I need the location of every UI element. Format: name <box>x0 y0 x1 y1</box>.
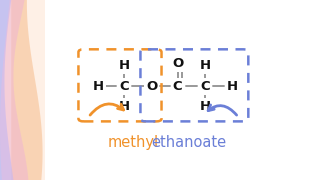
Text: H: H <box>119 59 130 73</box>
PathPatch shape <box>0 0 10 180</box>
Text: H: H <box>119 59 130 73</box>
Text: O: O <box>146 80 157 93</box>
Text: H: H <box>199 59 211 73</box>
Text: H: H <box>199 100 211 113</box>
Text: O: O <box>172 57 183 70</box>
Text: H: H <box>199 100 211 113</box>
Text: H: H <box>93 80 104 93</box>
Text: H: H <box>227 80 238 93</box>
PathPatch shape <box>0 0 13 180</box>
Text: C: C <box>119 80 129 93</box>
Text: O: O <box>146 80 157 93</box>
PathPatch shape <box>0 0 28 180</box>
Text: H: H <box>119 100 130 113</box>
Text: C: C <box>200 80 210 93</box>
Text: C: C <box>200 80 210 93</box>
Text: ethanoate: ethanoate <box>151 135 226 150</box>
Text: H: H <box>227 80 238 93</box>
Text: C: C <box>119 80 129 93</box>
Text: H: H <box>199 59 211 73</box>
Text: methyl: methyl <box>108 135 159 150</box>
PathPatch shape <box>11 0 43 180</box>
Text: H: H <box>93 80 104 93</box>
Text: C: C <box>173 80 182 93</box>
Text: C: C <box>173 80 182 93</box>
Text: O: O <box>172 57 183 70</box>
Text: H: H <box>119 100 130 113</box>
